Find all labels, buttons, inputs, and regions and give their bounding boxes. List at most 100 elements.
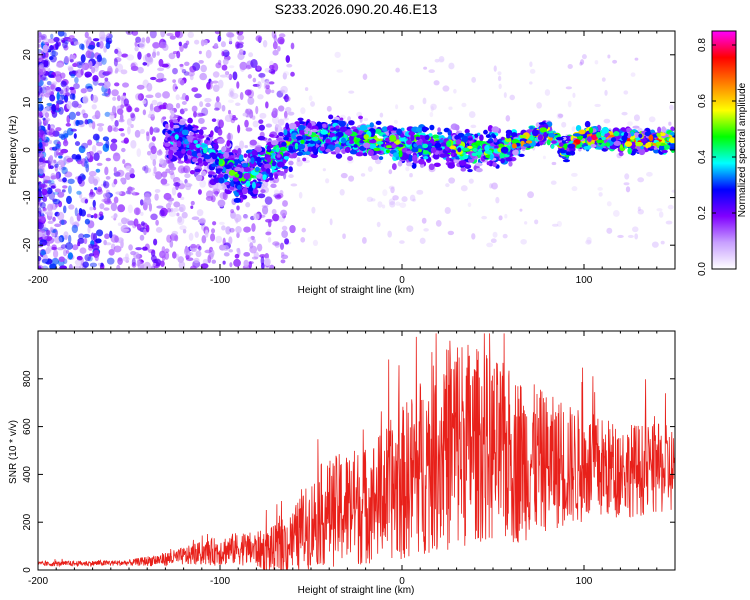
spectrogram-cell: [590, 134, 598, 141]
spectrogram-cell: [388, 198, 396, 206]
spectrogram-cell: [151, 249, 156, 257]
spectrogram-cell: [127, 126, 131, 135]
spectrogram-cell: [277, 118, 285, 126]
spectrogram-cell: [460, 185, 468, 192]
spectrogram-cell: [58, 133, 65, 139]
spectrogram-cell: [198, 134, 205, 139]
snr-axis-ticks: -200 -100 0 100 0 200 400 600 800: [22, 331, 676, 587]
spectrogram-cell: [278, 215, 285, 223]
spectrogram-cell: [342, 233, 346, 240]
spectrogram-cell: [326, 105, 332, 112]
spectrogram-cell: [69, 86, 75, 91]
spectrogram-cell: [197, 157, 203, 164]
spectrogram-cell: [94, 187, 98, 191]
spectrogram-cell: [229, 262, 233, 268]
spectrogram-cell: [90, 93, 94, 101]
spectrogram-cell: [581, 54, 587, 60]
spectrogram-cell: [165, 103, 174, 111]
spectrogram-cell: [40, 92, 45, 97]
spectrogram-cell: [125, 190, 131, 195]
spectrogram-cell: [325, 178, 330, 184]
spectrogram-cell: [45, 247, 51, 255]
spectrogram-cell: [181, 101, 187, 105]
spectrogram-cell: [84, 119, 89, 125]
spectrogram-cell: [237, 34, 245, 41]
spectrogram-cell: [218, 159, 223, 165]
spectrogram-cell: [134, 46, 139, 52]
spectrogram-cell: [621, 111, 628, 116]
spectrogram-cell: [259, 112, 267, 119]
spectrogram-cell: [224, 70, 229, 76]
spectrogram-cell: [534, 219, 539, 225]
spectrogram-cell: [286, 63, 293, 68]
spectrogram-cell: [567, 100, 572, 108]
spectrogram-cell: [173, 201, 181, 208]
spectrogram-cell: [142, 246, 148, 251]
spectrogram-cell: [105, 157, 111, 162]
spectrogram-cell: [362, 152, 368, 157]
spectrogram-cell: [228, 169, 236, 176]
spectrogram-cell: [279, 38, 285, 45]
spectrogram-cell: [121, 228, 130, 232]
spectrogram-cell: [160, 77, 167, 82]
spectrogram-cell: [432, 134, 439, 139]
spectrogram-cell: [59, 265, 67, 269]
spectrogram-cell: [264, 252, 269, 260]
spectrogram-cell: [405, 150, 413, 154]
spectrogram-cell: [175, 94, 180, 101]
spectrogram-cell: [409, 194, 416, 202]
spectrogram-cell: [57, 191, 65, 198]
spectrogram-cell: [96, 123, 105, 127]
spectrogram-cell: [62, 185, 68, 189]
spectrogram-cell: [169, 35, 176, 40]
spectrogram-cell: [245, 202, 251, 208]
spectrogram-cell: [102, 80, 111, 89]
spectrogram-cell: [269, 64, 275, 70]
spectrogram-cell: [245, 180, 251, 188]
spectrogram-cell: [669, 132, 675, 136]
spectrogram-cell: [169, 121, 174, 129]
spectrogram-cell: [484, 144, 490, 152]
spectrogram-cell: [610, 137, 617, 142]
spectrogram-cell: [194, 231, 199, 238]
spectrogram-cell: [88, 170, 97, 177]
spectrogram-cell: [544, 89, 551, 96]
spectrogram-cell: [38, 153, 45, 158]
spectrogram-cell: [257, 135, 266, 141]
spectrogram-cell: [152, 41, 160, 49]
spectrogram-cell: [109, 230, 113, 239]
spectrogram-cell: [157, 67, 165, 72]
spectrogram-cell: [659, 132, 666, 137]
spectrogram-cell: [38, 231, 43, 238]
spectrogram-cell: [149, 103, 154, 112]
spectrogram-cell: [156, 72, 165, 79]
spectrogram-cell: [139, 40, 146, 49]
spectrogram-cell: [173, 182, 181, 187]
spectrogram-cell: [247, 96, 255, 105]
spectrogram-cell: [68, 35, 75, 40]
spectrogram-cell: [349, 149, 358, 155]
spectrogram-cell: [151, 136, 156, 142]
spectrogram-cell: [601, 77, 606, 82]
spectrogram-cell: [434, 142, 442, 149]
spectrogram-cell: [187, 71, 195, 77]
spectrogram-cell: [174, 134, 179, 140]
spectrogram-cell: [177, 165, 186, 174]
spectrogram-cell: [54, 211, 60, 217]
spectrogram-cell: [280, 89, 286, 93]
spectrogram-cell: [149, 109, 155, 118]
spectrogram-cell: [495, 196, 500, 204]
spectrogram-cell: [366, 196, 374, 203]
y-tick-label: -10: [22, 190, 33, 205]
spectrogram-cell: [630, 72, 636, 77]
spectrogram-cell: [460, 167, 467, 172]
spectrogram-cell: [397, 143, 404, 148]
spectrogram-cell: [468, 140, 473, 144]
spectrogram-cell: [395, 104, 399, 110]
spectrogram-cell: [204, 97, 212, 103]
spectrogram-cell: [225, 31, 234, 38]
spectrogram-cell: [594, 60, 599, 65]
spectrogram-cell: [112, 152, 121, 162]
spectrogram-cell: [392, 152, 399, 158]
